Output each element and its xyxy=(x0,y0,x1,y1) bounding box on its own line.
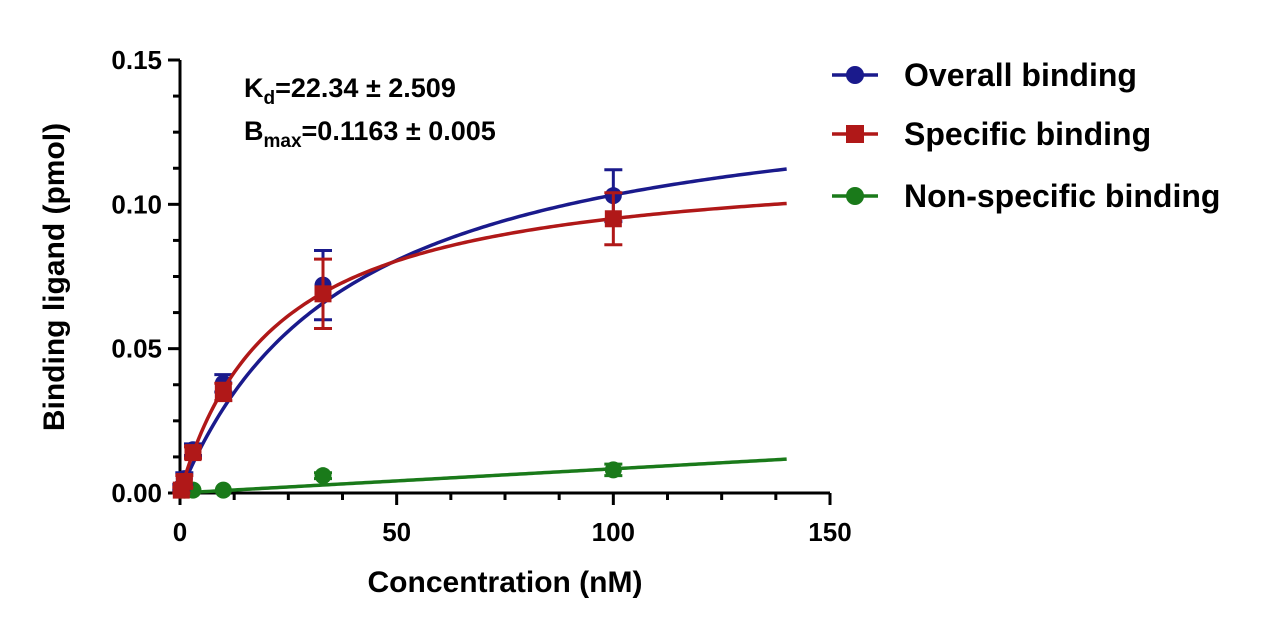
fit-curve-specific-binding xyxy=(178,201,787,494)
data-point xyxy=(604,210,622,228)
axes: 0 50 100 150 0.00 0.05 0.10 0.15 Concentration… xyxy=(38,45,852,599)
legend-label-nonspecific: Non-specific binding xyxy=(904,178,1220,214)
series-specific-binding xyxy=(172,191,787,499)
data-point xyxy=(314,467,332,485)
bmax-annotation: Bmax=0.1163 ± 0.005 xyxy=(244,116,496,152)
data-point xyxy=(175,472,193,490)
x-tick-label: 0 xyxy=(173,517,187,547)
y-tick-label: 0.05 xyxy=(111,334,162,364)
y-ticks: 0.00 0.05 0.10 0.15 xyxy=(111,45,180,508)
kd-annotation: Kd=22.34 ± 2.509 xyxy=(244,73,456,109)
x-tick-label: 50 xyxy=(382,517,411,547)
kd-value: =22.34 ± 2.509 xyxy=(275,73,456,103)
y-tick-label: 0.10 xyxy=(111,189,162,219)
fit-curve-non-specific-binding xyxy=(179,457,787,495)
bmax-value: =0.1163 ± 0.005 xyxy=(302,116,496,146)
series-layer xyxy=(172,167,787,499)
data-point xyxy=(314,285,332,303)
legend-marker-overall xyxy=(846,66,864,84)
legend-item-specific: Specific binding xyxy=(832,116,1151,152)
fit-curve-overall-binding xyxy=(178,167,787,494)
series-overall-binding xyxy=(172,167,787,496)
legend-marker-nonspecific xyxy=(846,187,864,205)
kd-sub: d xyxy=(264,88,276,109)
x-ticks: 0 50 100 150 xyxy=(173,493,852,547)
kd-main: K xyxy=(244,73,264,103)
bmax-main: B xyxy=(244,116,264,146)
legend-item-overall: Overall binding xyxy=(832,57,1137,93)
legend-label-overall: Overall binding xyxy=(904,57,1137,93)
legend: Overall binding Specific binding Non-spe… xyxy=(832,57,1220,214)
x-tick-label: 150 xyxy=(808,517,851,547)
legend-label-specific: Specific binding xyxy=(904,116,1151,152)
fit-annotations: Kd=22.34 ± 2.509 Bmax=0.1163 ± 0.005 xyxy=(244,73,496,152)
data-point xyxy=(184,444,202,462)
data-point xyxy=(214,481,232,499)
y-tick-label: 0.00 xyxy=(111,478,162,508)
legend-item-nonspecific: Non-specific binding xyxy=(832,178,1220,214)
data-point xyxy=(604,461,622,479)
bmax-sub: max xyxy=(264,131,302,152)
y-tick-label: 0.15 xyxy=(111,45,162,75)
data-point xyxy=(214,383,232,401)
legend-marker-specific xyxy=(846,125,864,143)
x-axis-title: Concentration (nM) xyxy=(368,566,643,599)
y-axis-title: Binding ligand (pmol) xyxy=(38,123,71,431)
x-tick-label: 100 xyxy=(592,517,635,547)
